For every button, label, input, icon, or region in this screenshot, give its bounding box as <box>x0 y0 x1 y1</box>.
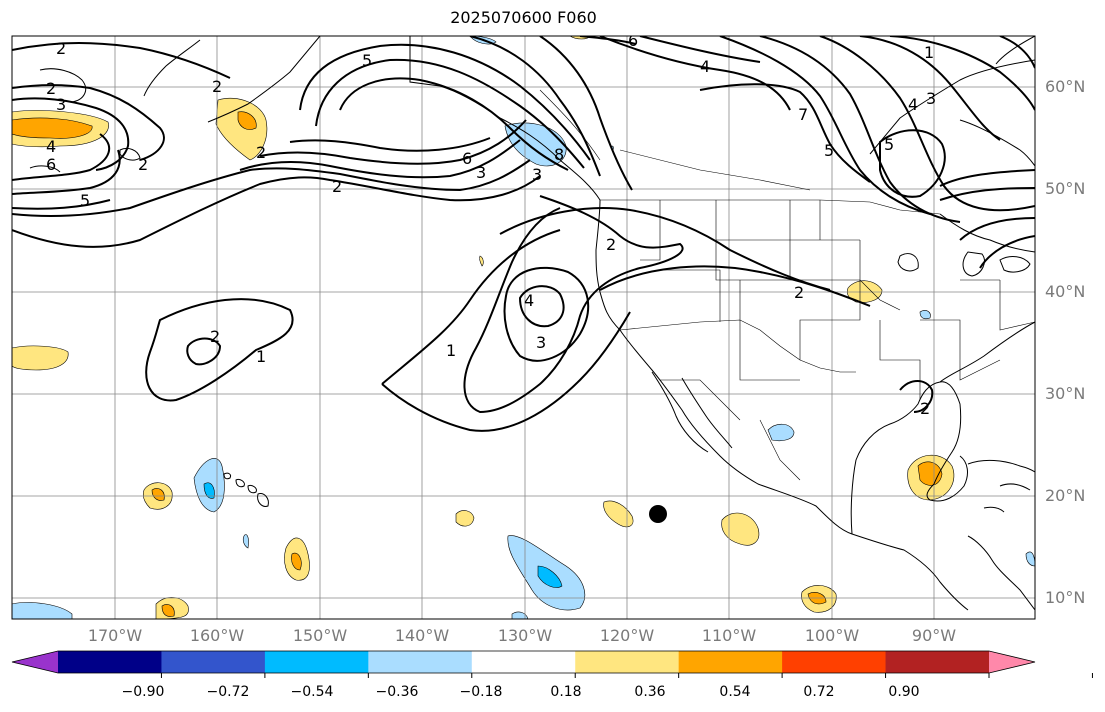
colorbar-outline <box>11 650 1036 674</box>
map-title: 2025070600 F060 <box>450 8 597 27</box>
colorbar-segment <box>368 651 473 673</box>
lat-label-10n: 10°N <box>1045 588 1086 607</box>
colorbar-segment <box>264 651 369 673</box>
lon-label-140w: 140°W <box>394 626 450 645</box>
contour-label: 6 <box>46 155 56 174</box>
colorbar-tick-label: −0.72 <box>206 684 250 700</box>
contour-label: 3 <box>536 333 546 352</box>
lon-label-100w: 100°W <box>804 626 860 645</box>
colorbar-segment <box>471 651 576 673</box>
colorbar-segment <box>58 651 162 673</box>
lon-label-110w: 110°W <box>701 626 757 645</box>
colorbar-segment <box>161 651 266 673</box>
colorbar-tick-label: −0.18 <box>459 684 503 700</box>
colorbar-tick-label: −0.90 <box>121 684 165 700</box>
colorbar-segment <box>885 651 990 673</box>
shaded-anomaly-regions <box>12 36 1035 619</box>
political-borders <box>409 36 1035 481</box>
colorbar-tick-label: 0.36 <box>634 684 666 700</box>
lon-label-170w: 170°W <box>87 626 143 645</box>
colorbar-tick-label: −0.54 <box>290 684 334 700</box>
contour-label: 1 <box>446 341 456 360</box>
coastlines <box>29 36 1035 611</box>
contour-label: 2 <box>332 177 342 196</box>
lat-label-20n: 20°N <box>1045 486 1086 505</box>
colorbar-tick-label: 0.90 <box>888 684 920 700</box>
contour-label: 5 <box>80 191 90 210</box>
lon-label-130w: 130°W <box>497 626 553 645</box>
contour-label: 7 <box>798 105 808 124</box>
colorbar-segment <box>678 651 783 673</box>
storm-position-dot <box>649 505 667 523</box>
colorbar-segment <box>575 651 680 673</box>
lon-label-150w: 150°W <box>292 626 348 645</box>
contour-label: 8 <box>554 145 564 164</box>
contour-label: 5 <box>824 141 834 160</box>
lon-label-120w: 120°W <box>599 626 655 645</box>
contour-label: 2 <box>138 155 148 174</box>
contour-label: 1 <box>924 43 934 62</box>
map-frame <box>11 35 1036 620</box>
colorbar-tick-label: −0.36 <box>375 684 419 700</box>
contour-label: 2 <box>46 79 56 98</box>
contour-label: 3 <box>56 95 66 114</box>
contour-label: 4 <box>908 95 918 114</box>
contour-label: 3 <box>532 165 542 184</box>
colorbar-segment <box>782 651 887 673</box>
lat-label-60n: 60°N <box>1045 77 1086 96</box>
colorbar-tick-label: 0.54 <box>719 684 751 700</box>
lon-label-160w: 160°W <box>189 626 245 645</box>
contour-label: 4 <box>700 57 710 76</box>
contour-label: 2 <box>212 77 222 96</box>
contour-label: 5 <box>884 135 894 154</box>
colorbar-tick-label: 0.18 <box>550 684 582 700</box>
contour-label: 2 <box>920 399 930 418</box>
lat-label-50n: 50°N <box>1045 179 1086 198</box>
colorbar-extend-max <box>989 651 1035 673</box>
colorbar-tick-label: 0.72 <box>803 684 835 700</box>
contour-label: 3 <box>926 89 936 108</box>
contour-label: 2 <box>794 283 804 302</box>
contour-label: 6 <box>462 149 472 168</box>
contour-label: 2 <box>210 327 220 346</box>
contour-label: 2 <box>256 143 266 162</box>
colorbar <box>11 650 1093 678</box>
contour-lines <box>12 36 1035 432</box>
contour-labels: 2 2 3 4 6 2 5 2 1 2 1 6 3 2 3 4 7 4 5 6 … <box>46 31 936 418</box>
contour-label: 3 <box>476 163 486 182</box>
contour-label: 4 <box>524 291 534 310</box>
contour-label: 4 <box>46 137 56 156</box>
lat-label-30n: 30°N <box>1045 384 1086 403</box>
contour-label: 2 <box>56 39 66 58</box>
contour-label: 2 <box>606 235 616 254</box>
contour-label: 6 <box>628 31 638 50</box>
lat-label-40n: 40°N <box>1045 282 1086 301</box>
lon-label-90w: 90°W <box>911 626 957 645</box>
contour-label: 5 <box>362 51 372 70</box>
colorbar-extend-min <box>12 651 58 673</box>
contour-label: 1 <box>256 347 266 366</box>
